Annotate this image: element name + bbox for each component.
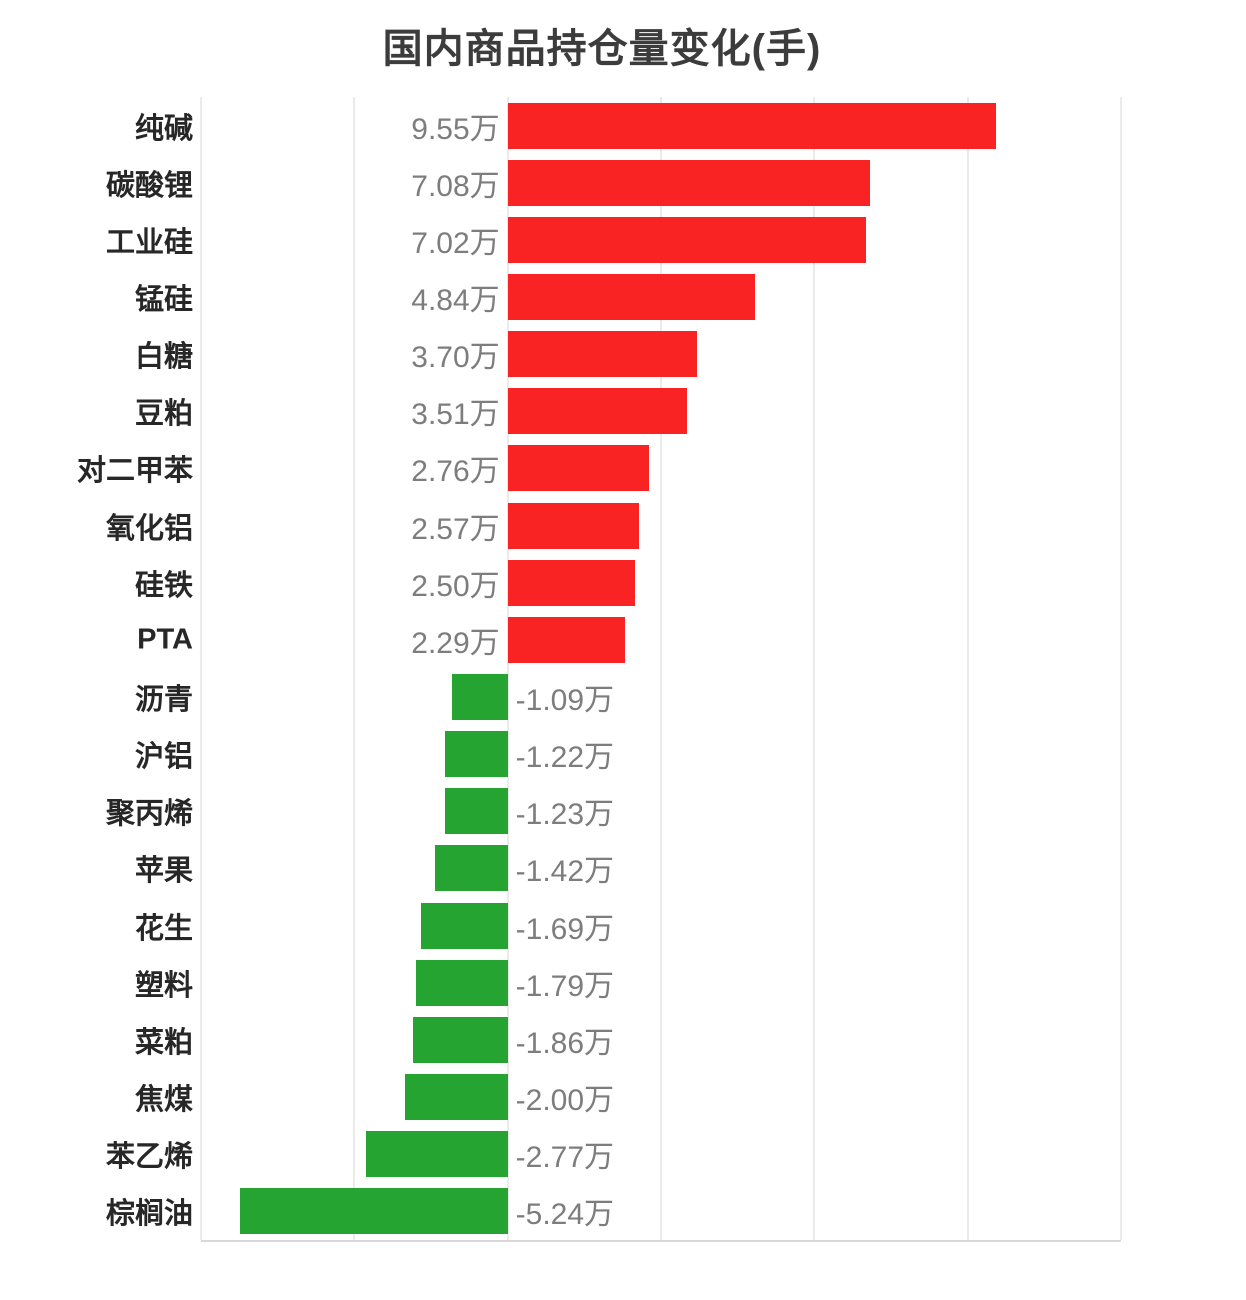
category-label: 焦煤: [134, 1083, 193, 1116]
gridline: [506, 97, 509, 1240]
positive-bar: [507, 559, 636, 606]
bar-row: 对二甲苯 2.76万: [0, 440, 1246, 497]
positive-bar: [507, 273, 756, 320]
negative-bar: [416, 959, 508, 1006]
category-label: 聚丙烯: [105, 798, 193, 831]
bar-row: 沪铝 -1.22万: [0, 726, 1246, 783]
category-label: 苹果: [134, 855, 193, 888]
negative-bar: [239, 1188, 508, 1235]
gridline: [353, 97, 356, 1240]
bar-row: 花生 -1.69万: [0, 897, 1246, 954]
positive-bar: [507, 102, 996, 149]
value-label: -1.42万: [515, 855, 615, 889]
category-label: 菜粕: [134, 1026, 193, 1059]
negative-bar: [366, 1131, 508, 1178]
negative-bar: [405, 1073, 508, 1120]
positive-bar: [507, 616, 625, 663]
bar-row: 氧化铝 2.57万: [0, 497, 1246, 554]
category-label: PTA: [137, 623, 193, 656]
chart-title: 国内商品持仓量变化(手): [382, 27, 822, 71]
value-label: -5.24万: [515, 1198, 615, 1232]
bar-rows: 纯碱 9.55万碳酸锂 7.08万工业硅 7.02万锰硅 4.84万白糖 3.70万豆粕 3…: [0, 97, 1246, 1240]
category-label: 白糖: [134, 341, 193, 374]
value-label: 2.57万: [411, 512, 500, 546]
bar-row: 塑料 -1.79万: [0, 954, 1246, 1011]
category-label: 塑料: [134, 969, 193, 1002]
bar-row: 工业硅 7.02万: [0, 211, 1246, 268]
gridline: [966, 97, 969, 1240]
bar-row: PTA 2.29万: [0, 611, 1246, 668]
value-label: 3.51万: [411, 398, 500, 432]
category-label: 碳酸锂: [105, 169, 193, 202]
plot-area: [200, 97, 1122, 1242]
bar-row: 豆粕 3.51万: [0, 383, 1246, 440]
value-label: -2.00万: [515, 1083, 615, 1117]
category-label: 对二甲苯: [76, 455, 193, 488]
gridline: [813, 97, 816, 1240]
category-label: 棕榈油: [105, 1198, 193, 1231]
bar-row: 锰硅 4.84万: [0, 268, 1246, 325]
value-label: 2.76万: [411, 455, 500, 489]
negative-bar: [412, 1016, 508, 1063]
bar-row: 苯乙烯 -2.77万: [0, 1126, 1246, 1183]
value-label: 7.08万: [411, 169, 500, 203]
category-label: 硅铁: [134, 569, 193, 602]
negative-bar: [444, 788, 508, 835]
value-label: 2.50万: [411, 569, 500, 603]
bar-row: 纯碱 9.55万: [0, 97, 1246, 154]
category-label: 苯乙烯: [105, 1141, 193, 1174]
category-label: 锰硅: [134, 283, 193, 316]
gridline: [1120, 97, 1122, 1240]
bar-row: 菜粕 -1.86万: [0, 1011, 1246, 1068]
value-label: -1.22万: [515, 741, 615, 775]
negative-bar: [445, 731, 508, 778]
bar-row: 苹果 -1.42万: [0, 840, 1246, 897]
positive-bar: [507, 216, 867, 263]
negative-bar: [421, 902, 508, 949]
positive-bar: [507, 388, 688, 435]
bar-row: 硅铁 2.50万: [0, 554, 1246, 611]
category-label: 花生: [134, 912, 193, 945]
bar-row: 碳酸锂 7.08万: [0, 154, 1246, 211]
value-label: 2.29万: [411, 626, 500, 660]
negative-bar: [435, 845, 508, 892]
value-label: 7.02万: [411, 226, 500, 260]
value-label: -1.23万: [515, 798, 615, 832]
category-label: 纯碱: [134, 112, 193, 145]
category-label: 豆粕: [134, 398, 193, 431]
value-label: -1.69万: [515, 912, 615, 946]
value-label: -1.79万: [515, 969, 615, 1003]
positive-bar: [507, 159, 870, 206]
value-label: 4.84万: [411, 283, 500, 317]
positive-bar: [507, 502, 639, 549]
negative-bar: [451, 673, 508, 720]
gridline: [660, 97, 662, 1240]
value-label: -2.77万: [515, 1141, 615, 1175]
category-label: 工业硅: [105, 226, 193, 259]
value-label: -1.86万: [515, 1026, 615, 1060]
positive-bar: [507, 445, 649, 492]
positive-bar: [507, 331, 697, 378]
bar-row: 白糖 3.70万: [0, 326, 1246, 383]
gridline: [200, 97, 202, 1240]
value-label: 3.70万: [411, 341, 500, 375]
category-label: 沥青: [134, 683, 193, 716]
bar-row: 棕榈油 -5.24万: [0, 1183, 1246, 1240]
bar-row: 焦煤 -2.00万: [0, 1068, 1246, 1125]
value-label: -1.09万: [515, 683, 615, 717]
value-label: 9.55万: [411, 112, 500, 146]
category-label: 沪铝: [134, 741, 193, 774]
bar-row: 沥青 -1.09万: [0, 668, 1246, 725]
category-label: 氧化铝: [105, 512, 193, 545]
bar-row: 聚丙烯 -1.23万: [0, 783, 1246, 840]
